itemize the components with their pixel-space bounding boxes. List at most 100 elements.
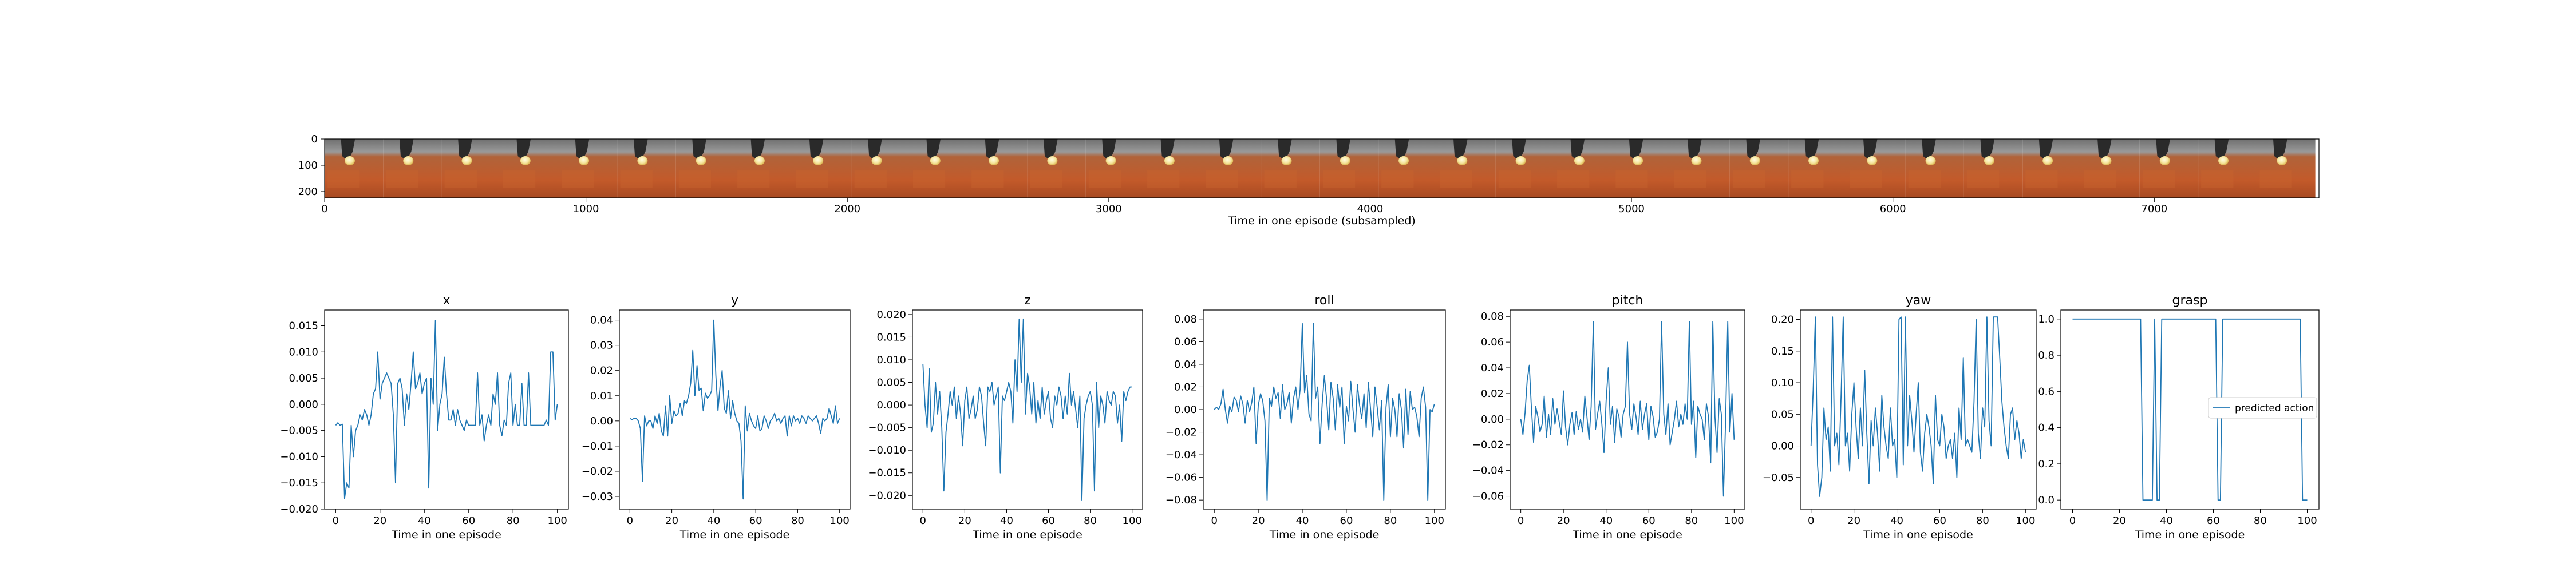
filmstrip-panel: 0 1000 2000 3000 4000 5000 6000 7000 0 100 200 Tim… (298, 133, 2320, 227)
x-tick-label: 6000 (1880, 203, 1906, 215)
bin-shade (1791, 170, 1824, 188)
frame-background (1437, 139, 1496, 198)
bin-shade (1732, 170, 1765, 188)
y-tick-label: 0.4 (2038, 422, 2055, 434)
ball (1164, 156, 1175, 165)
frame-background (2022, 139, 2081, 198)
robot-arm (1570, 139, 1585, 161)
x-tick-label: 0 (920, 515, 926, 527)
x-axis-label: Time in one episode (679, 529, 790, 541)
ball (1867, 156, 1878, 165)
y-tick-label: −0.010 (868, 444, 906, 456)
bin-shade (1381, 170, 1414, 188)
x-tick-label: 80 (791, 515, 804, 527)
ball (1398, 156, 1409, 165)
frame-background (2139, 139, 2199, 198)
bin-shade (1030, 170, 1062, 188)
y-tick-label: 0.04 (1174, 359, 1197, 371)
y-tick-label: 0.00 (590, 415, 613, 427)
y-tick-label: 0.00 (1174, 404, 1197, 416)
frame-background (1495, 139, 1554, 198)
x-axis-label: Time in one episode (1863, 529, 1973, 541)
y-tick-label: 0.08 (1481, 311, 1504, 323)
bin-shade (1967, 170, 2000, 188)
robot-arm (399, 139, 414, 161)
subplot-roll: roll 0 20 40 60 80 100 −0.08 −0.06 −0.04 −0.02 0.00… (1165, 293, 1446, 541)
axes-frame (912, 309, 1143, 510)
subplot-pitch: pitch 0 20 40 60 80 100 −0.06 −0.04 −0.02 0.00 0.02… (1472, 293, 1745, 541)
axes-frame (2060, 309, 2320, 510)
filmstrip-frame (617, 139, 676, 198)
x-axis-label: Time in one episode (972, 529, 1082, 541)
filmstrip-frame (325, 139, 384, 198)
filmstrip-frame (1671, 139, 1730, 198)
frame-background (1085, 139, 1144, 198)
ball (1925, 156, 1936, 165)
x-tick-label: 100 (1425, 515, 1444, 527)
action-subplots: x0 20 40 60 80 100−0.020−0.015−0.010−0.0050.0… (280, 293, 2320, 541)
y-tick-label: 1.0 (2038, 313, 2055, 325)
ball (403, 156, 414, 165)
filmstrip-frame (793, 139, 852, 198)
bin-shade (912, 170, 946, 188)
ball (2218, 156, 2229, 165)
filmstrip-frame (441, 139, 500, 198)
x-tick-label: 60 (2207, 515, 2220, 527)
frame-background (1671, 139, 1730, 198)
y-tick-label: 0.015 (876, 331, 906, 343)
y-tick-label: 0.08 (1174, 313, 1197, 325)
filmstrip-frame (2198, 139, 2257, 198)
y-tick-label: 0.20 (1771, 314, 1794, 326)
frame-background (1963, 139, 2023, 198)
ball (2277, 156, 2287, 165)
frame-background (2257, 139, 2316, 198)
x-tick-label: 100 (2016, 515, 2035, 527)
robot-arm (985, 139, 999, 161)
axes-frame (1510, 309, 1745, 510)
frame-background (1378, 139, 1437, 198)
x-tick-label: 100 (2297, 515, 2317, 527)
robot-arm (575, 139, 590, 161)
subplot-yaw: yaw 0 20 40 60 80 100 −0.05 0.00 0.05 0.10 0.15 0.20… (1763, 293, 2037, 541)
subplot-title: x (442, 293, 450, 308)
filmstrip-frame-border (324, 138, 2320, 198)
x-tick-label: 60 (462, 515, 475, 527)
x-tick-label: 20 (1847, 515, 1860, 527)
x-tick-label: 0 (1211, 515, 1218, 527)
bin-shade (444, 170, 477, 188)
series-line (629, 319, 840, 500)
y-tick-label: 0.02 (1481, 388, 1504, 400)
y-tick-label: 0.000 (876, 399, 906, 411)
subplot-title: yaw (1906, 293, 1931, 308)
series-line (335, 320, 558, 499)
y-tick-label: 0.06 (1174, 336, 1197, 348)
y-tick-label: −0.020 (280, 503, 318, 515)
axes-frame (1800, 309, 2037, 510)
bin-shade (1440, 170, 1472, 188)
x-tick-label: 80 (507, 515, 520, 527)
y-tick-label: −0.03 (582, 491, 613, 503)
subplot-title: y (731, 293, 738, 308)
robot-arm (341, 139, 355, 161)
y-tick-label: −0.015 (868, 467, 906, 479)
bin-shade (386, 170, 418, 188)
x-tick-label: 80 (1976, 515, 1989, 527)
filmstrip-frame (1261, 139, 1320, 198)
robot-arm (926, 139, 941, 161)
ball (1340, 156, 1350, 165)
filmstrip-frame (1319, 139, 1379, 198)
filmstrip-frame (1378, 139, 1437, 198)
y-tick-label: −0.005 (280, 425, 318, 437)
x-tick-label: 40 (1296, 515, 1309, 527)
robot-arm (458, 139, 472, 161)
y-tick-label: 0.15 (1771, 345, 1794, 357)
ball (696, 156, 706, 165)
bin-shade (2142, 170, 2175, 188)
y-tick-label: 0.05 (1771, 408, 1794, 420)
x-tick-label: 4000 (1357, 203, 1384, 215)
y-tick-label: −0.02 (582, 466, 613, 478)
frame-background (2198, 139, 2257, 198)
frame-background (969, 139, 1028, 198)
robot-arm (1336, 139, 1350, 161)
